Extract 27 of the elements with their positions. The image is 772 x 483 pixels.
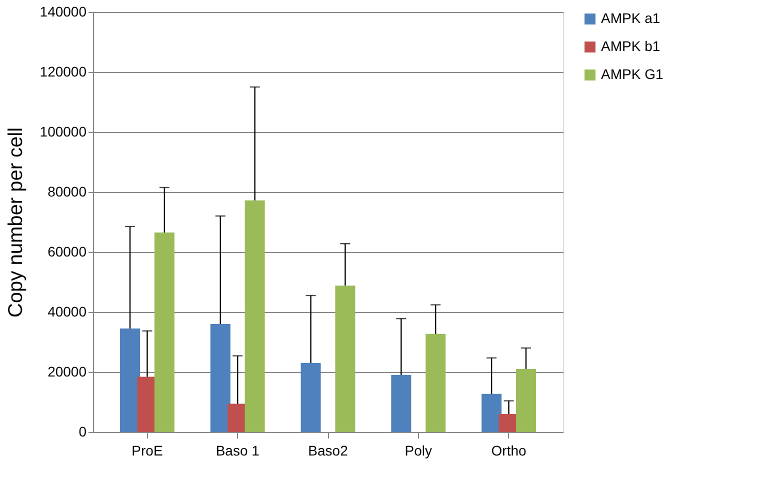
bar	[516, 369, 536, 432]
legend-label: AMPK b1	[601, 38, 660, 54]
bar	[482, 394, 502, 432]
y-tick-label: 80000	[48, 184, 87, 200]
bar	[300, 363, 321, 432]
x-tick-label: Poly	[404, 442, 432, 458]
bar	[210, 324, 230, 432]
bar	[391, 375, 412, 432]
y-tick-label: 0	[78, 424, 87, 440]
bar	[244, 200, 265, 432]
x-tick-label: Baso 1	[216, 442, 260, 458]
bar	[335, 286, 356, 432]
bar	[120, 328, 140, 432]
y-tick-label: 60000	[48, 244, 87, 260]
bar	[426, 334, 446, 432]
y-tick-label: 140000	[40, 4, 87, 20]
legend-label: AMPK G1	[601, 66, 664, 82]
y-tick-label: 20000	[48, 364, 87, 380]
legend-label: AMPK a1	[601, 10, 660, 26]
x-tick-label: Ortho	[491, 442, 526, 458]
bar	[154, 232, 174, 432]
x-tick-label: Baso2	[308, 442, 348, 458]
x-tick-label: ProE	[132, 442, 163, 458]
y-axis-title: Copy number per cell	[4, 127, 27, 318]
y-tick-label: 120000	[40, 64, 87, 80]
y-tick-label: 40000	[48, 304, 87, 320]
y-tick-label: 100000	[40, 124, 87, 140]
